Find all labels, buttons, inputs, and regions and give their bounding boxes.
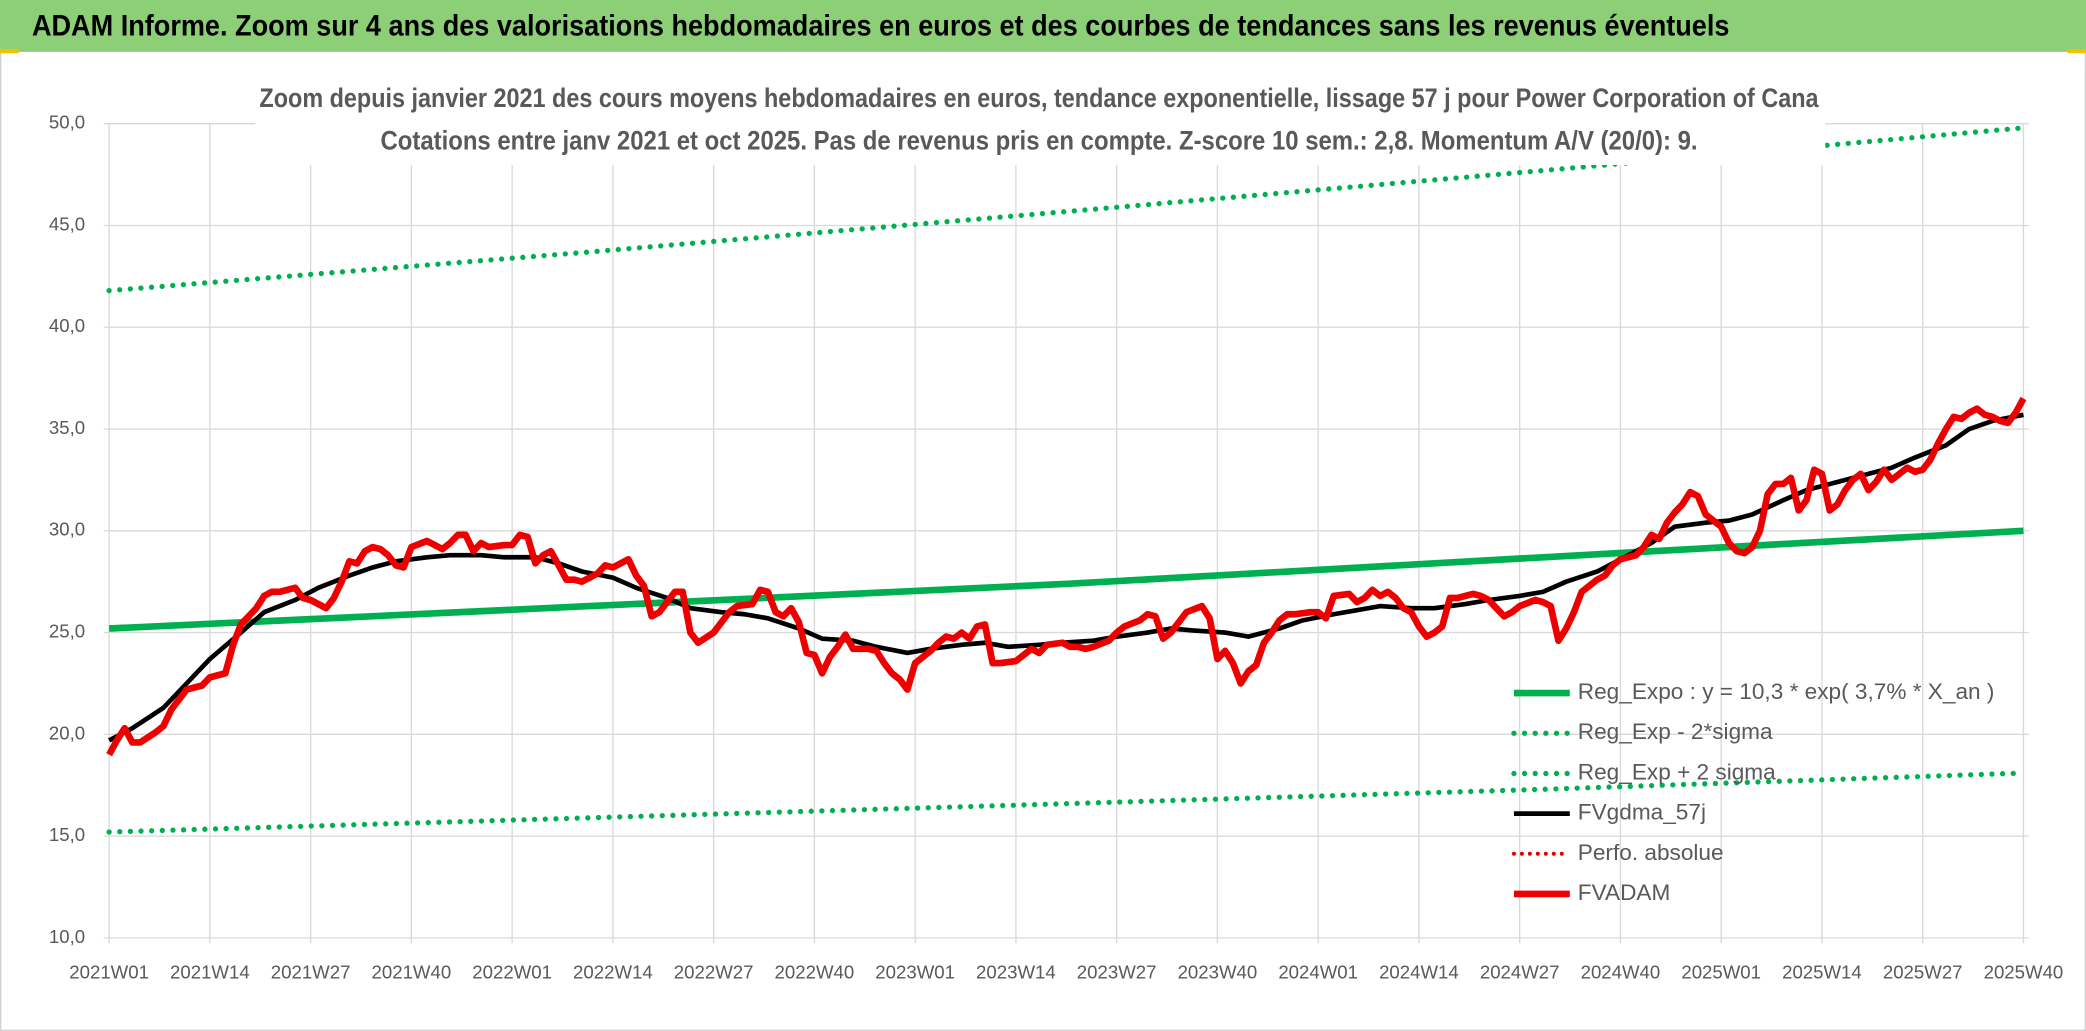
series-line xyxy=(106,125,2027,294)
accent xyxy=(0,49,19,54)
accent xyxy=(2067,49,2086,54)
y-tick-label: 45,0 xyxy=(49,213,85,234)
y-tick-label: 10,0 xyxy=(49,926,85,947)
y-tick-label: 35,0 xyxy=(49,417,85,438)
x-tick-label: 2023W27 xyxy=(1077,962,1157,983)
plot-area: 10,0 15,0 20,0 25,0 30,0 35,0 40,0 45,0 50,0 2021… xyxy=(49,112,2063,983)
x-tick-label: 2023W40 xyxy=(1178,962,1258,983)
x-tick-label: 2025W14 xyxy=(1782,962,1862,983)
y-tick-label: 30,0 xyxy=(49,519,85,540)
legend: Reg_Expo : y = 10,3 * exp( 3,7% * X_an )… xyxy=(1511,679,1995,905)
x-tick-label: 2025W27 xyxy=(1883,962,1963,983)
x-tick-label: 2021W40 xyxy=(372,962,452,983)
chart-subtitle: Cotations entre janv 2021 et oct 2025. P… xyxy=(380,125,1697,155)
series-line xyxy=(106,770,2027,835)
header-bar xyxy=(0,0,2086,52)
y-tick-label: 40,0 xyxy=(49,315,85,336)
y-tick-label: 50,0 xyxy=(49,112,85,133)
chart-title: Zoom depuis janvier 2021 des cours moyen… xyxy=(259,83,1818,113)
y-tick-label: 15,0 xyxy=(49,824,85,845)
title-box xyxy=(255,77,1826,165)
series-line xyxy=(108,527,2024,632)
x-tick-label: 2023W14 xyxy=(976,962,1056,983)
x-tick-label: 2022W40 xyxy=(775,962,855,983)
y-tick-label: 25,0 xyxy=(49,620,85,641)
x-tick-label: 2024W01 xyxy=(1278,962,1358,983)
x-tick-label: 2025W40 xyxy=(1984,962,2064,983)
header-title: ADAM Informe. Zoom sur 4 ans des valoris… xyxy=(32,11,1729,43)
x-tick-label: 2021W14 xyxy=(170,962,250,983)
legend-label: Reg_Exp + 2 sigma xyxy=(1578,759,1776,784)
x-tick-label: 2024W27 xyxy=(1480,962,1560,983)
x-tick-label: 2024W14 xyxy=(1379,962,1459,983)
x-tick-label: 2022W27 xyxy=(674,962,754,983)
legend-label: Reg_Exp - 2*sigma xyxy=(1578,719,1773,744)
x-tick-label: 2022W14 xyxy=(573,962,653,983)
x-tick-label: 2022W01 xyxy=(472,962,552,983)
legend-label: FVADAM xyxy=(1578,880,1671,905)
x-tick-label: 2024W40 xyxy=(1581,962,1661,983)
legend-label: Perfo. absolue xyxy=(1578,840,1724,865)
x-tick-label: 2025W01 xyxy=(1681,962,1761,983)
series-line xyxy=(106,396,2027,757)
x-tick-label: 2023W01 xyxy=(875,962,955,983)
legend-label: FVgdma_57j xyxy=(1578,800,1706,825)
y-tick-label: 20,0 xyxy=(49,722,85,743)
legend-label: Reg_Expo : y = 10,3 * exp( 3,7% * X_an ) xyxy=(1578,679,1995,704)
x-tick-label: 2021W27 xyxy=(271,962,351,983)
x-tick-label: 2021W01 xyxy=(69,962,149,983)
